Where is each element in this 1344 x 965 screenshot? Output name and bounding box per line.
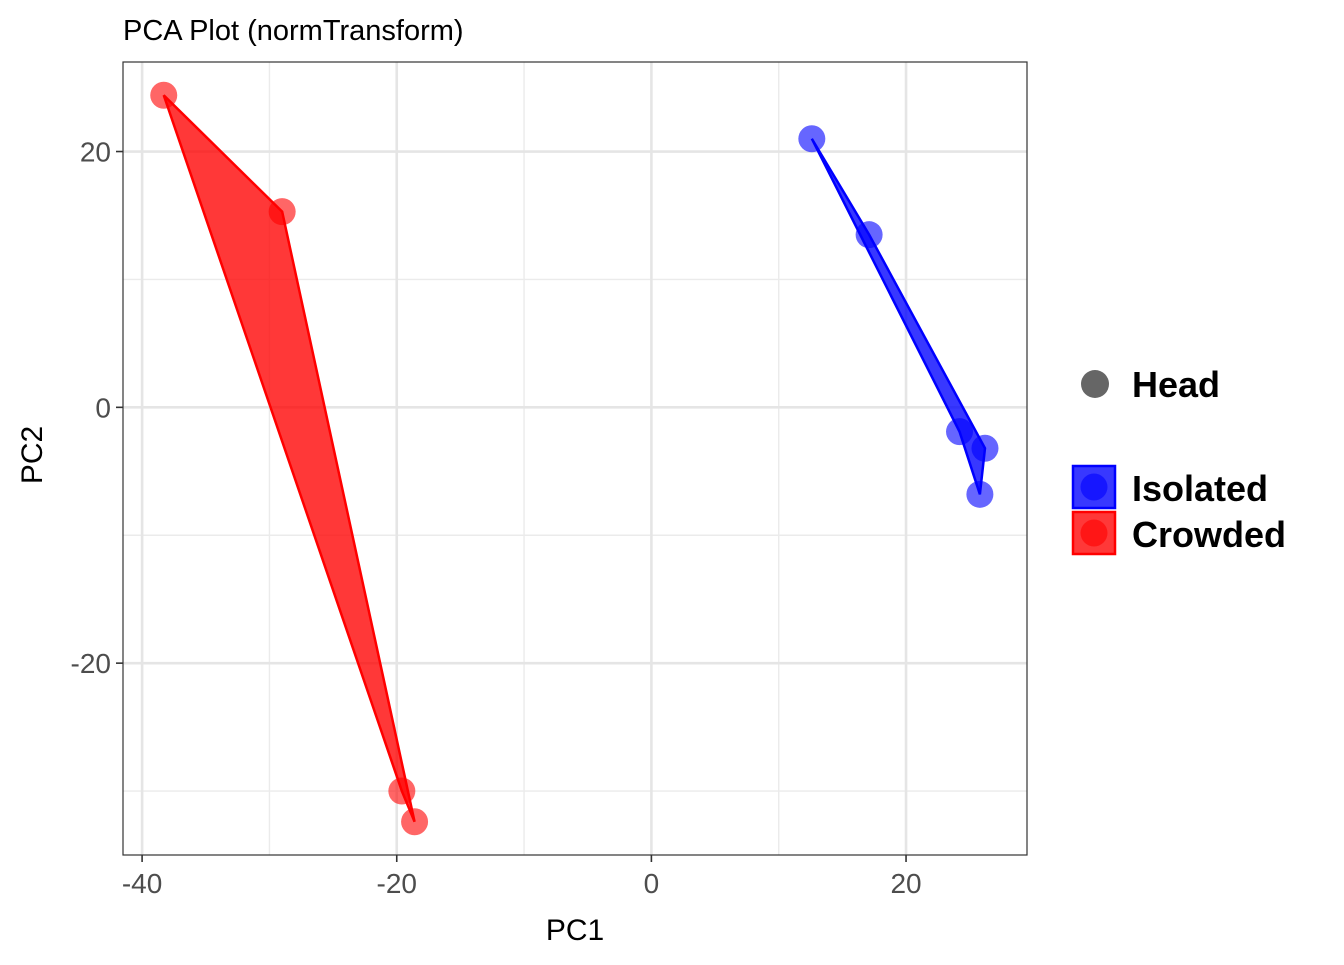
hull-isolated	[810, 138, 987, 495]
point-crowded	[150, 81, 178, 109]
y-tick-label: -20	[71, 648, 111, 679]
legend-head-marker	[1081, 370, 1109, 398]
grid-layer	[123, 62, 1027, 855]
point-isolated	[798, 125, 826, 153]
point-layer	[150, 81, 999, 836]
legend: Head Isolated Crowded	[1071, 364, 1286, 556]
x-axis-title: PC1	[546, 914, 604, 947]
legend-marker-isolated	[1080, 473, 1108, 501]
legend-label-isolated: Isolated	[1132, 468, 1268, 509]
legend-series: Isolated Crowded	[1071, 464, 1286, 556]
tick-layer: -40 -20 0 20 -20 0 20	[71, 137, 922, 899]
point-isolated	[966, 480, 994, 508]
legend-head-label: Head	[1132, 364, 1220, 405]
point-isolated	[855, 221, 883, 249]
x-tick-label: -20	[377, 868, 417, 899]
y-tick-label: 20	[80, 137, 111, 168]
legend-label-crowded: Crowded	[1132, 514, 1286, 555]
x-tick-label: -40	[122, 868, 162, 899]
x-tick-label: 20	[890, 868, 921, 899]
chart-title: PCA Plot (normTransform)	[123, 15, 464, 47]
legend-marker-crowded	[1080, 519, 1108, 547]
x-tick-label: 0	[644, 868, 660, 899]
point-crowded	[388, 777, 416, 805]
point-isolated	[946, 418, 974, 446]
point-isolated	[971, 434, 999, 462]
point-crowded	[401, 808, 429, 836]
y-axis-title: PC2	[16, 426, 49, 484]
point-crowded	[268, 198, 296, 226]
y-tick-label: 0	[95, 392, 111, 423]
plot-panel-border	[122, 61, 1028, 856]
